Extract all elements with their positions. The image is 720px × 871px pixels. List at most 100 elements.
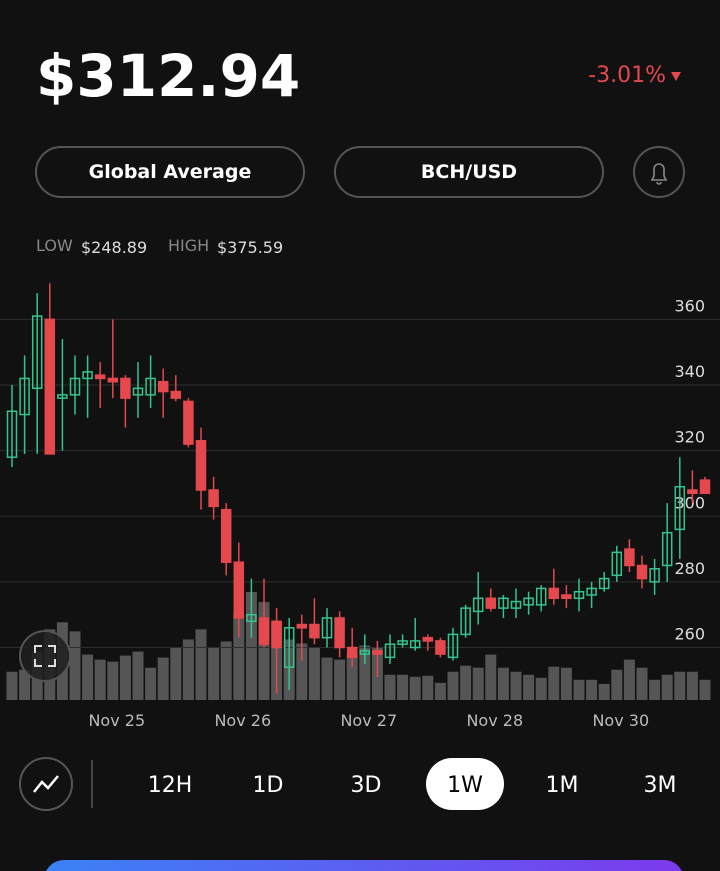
volume-bar <box>19 669 31 700</box>
down-arrow <box>671 72 681 81</box>
chart-style-icon <box>33 775 59 793</box>
volume-bar <box>157 657 169 700</box>
candle-body <box>674 485 686 531</box>
candle-body <box>321 617 333 639</box>
volume-bar <box>69 631 81 700</box>
volume-bar <box>699 679 711 700</box>
timeframe-selected[interactable] <box>426 758 504 810</box>
candle-body <box>485 597 497 609</box>
candle-body <box>422 636 434 642</box>
timeframes: 12H 1D 3D 1W 1M 3M <box>148 758 676 810</box>
candle-body <box>258 617 270 645</box>
volume-bar <box>409 676 421 700</box>
candle-body <box>208 489 219 508</box>
candle-body <box>598 577 610 590</box>
timeframe-label: 1W <box>447 773 483 798</box>
x-tick-label: Nov 30 <box>592 711 649 730</box>
volume-bar <box>107 661 119 700</box>
volume-bar <box>6 671 18 700</box>
volume-bar <box>623 659 635 700</box>
candle-body <box>523 597 534 606</box>
volume-bar <box>94 659 106 700</box>
candle-body <box>19 377 30 416</box>
volume-bar <box>359 645 371 700</box>
pair-button[interactable] <box>334 146 604 198</box>
volume-bar <box>82 654 94 700</box>
volume-bar <box>560 667 572 700</box>
candle-body <box>624 548 635 567</box>
candle-body <box>409 640 421 649</box>
alert-button[interactable] <box>633 146 685 198</box>
candle-body <box>69 377 81 396</box>
volume-bar <box>674 671 686 700</box>
candle-body <box>246 613 257 622</box>
source-button[interactable] <box>35 146 305 198</box>
y-tick-label: 260 <box>674 625 705 644</box>
y-tick-label: 360 <box>674 296 705 315</box>
volume-bar <box>182 639 194 700</box>
volume-bar <box>434 682 446 700</box>
volume-bar <box>145 667 157 700</box>
volume-bar <box>523 674 535 700</box>
volume-bar <box>132 651 144 700</box>
action-button[interactable] <box>44 860 684 871</box>
timeframe-label: 1D <box>253 773 284 798</box>
candle-body <box>82 371 93 380</box>
volume-bar <box>245 592 257 700</box>
volume-bar <box>586 679 598 700</box>
candle-body <box>687 489 698 495</box>
y-tick-label: 320 <box>674 428 705 447</box>
candle-body <box>271 620 282 649</box>
candle-body <box>510 600 522 609</box>
volume-bar <box>195 629 207 700</box>
candle-body <box>296 623 308 629</box>
high-label: HIGH <box>168 236 209 255</box>
volume-bar <box>346 654 358 700</box>
volume-bar <box>334 659 346 700</box>
candle-body <box>183 400 194 445</box>
y-tick-label: 300 <box>674 493 705 512</box>
timeframe-label: 1M <box>546 773 579 798</box>
candle-body <box>435 640 446 655</box>
volume-bar <box>611 669 623 700</box>
candle-body <box>573 590 585 600</box>
volume-bar <box>233 614 245 700</box>
volume-bar <box>422 675 434 700</box>
volume-bar <box>649 679 661 700</box>
volume-bar <box>686 671 698 700</box>
timeframe-label: 12H <box>148 773 193 798</box>
bell-icon <box>650 163 668 185</box>
volume-bar <box>636 667 648 700</box>
price-change: -3.01% <box>588 63 666 88</box>
y-tick-label: 280 <box>674 559 705 578</box>
volume-bar <box>497 667 509 700</box>
candle-body <box>699 479 711 495</box>
candle-body <box>57 394 68 399</box>
candle-body <box>170 390 182 399</box>
candle-body <box>460 607 471 636</box>
volume-bar <box>208 647 220 700</box>
candle-body <box>384 643 396 659</box>
volume-bar <box>661 674 673 700</box>
candle-body <box>611 551 623 577</box>
candle-body <box>6 410 18 458</box>
candle-body <box>309 623 320 639</box>
timeframe-label: 3D <box>351 773 382 798</box>
candle-body <box>535 587 547 606</box>
volume-bar <box>535 677 547 700</box>
fullscreen-button[interactable] <box>19 630 71 682</box>
x-tick-label: Nov 28 <box>466 711 523 730</box>
volume-bar <box>119 655 131 700</box>
chart-style-button[interactable] <box>19 757 73 811</box>
high-value: $375.59 <box>217 238 283 257</box>
volume-bar <box>573 679 585 700</box>
volume-bar <box>308 647 320 700</box>
low-label: LOW <box>36 236 73 255</box>
chart: 260 280 300 320 340 360 Nov 25 Nov 26 Nov 27 Nov … <box>0 283 720 730</box>
price: $312.94 <box>36 42 300 110</box>
volume-bar <box>598 683 610 700</box>
candle-body <box>649 568 660 583</box>
candle-body <box>283 627 295 668</box>
